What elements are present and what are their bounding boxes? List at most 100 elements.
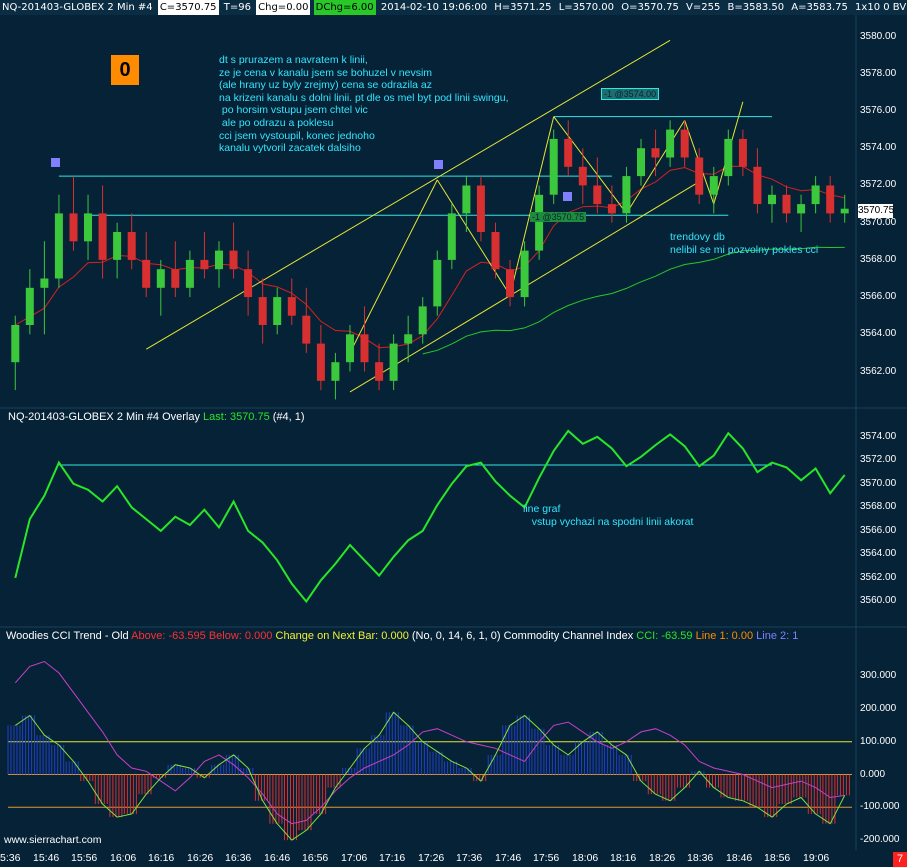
header-misc: 1x10 0 BV — [855, 2, 907, 13]
candle-body — [811, 185, 820, 205]
position-box[interactable]: 0 — [111, 55, 139, 85]
watermark: www.sierrachart.com — [4, 834, 102, 846]
candle-body — [709, 176, 718, 195]
time-tick-label: 17:46 — [495, 852, 522, 864]
axis-tick-label: 3560.00 — [860, 595, 897, 606]
candle-body — [200, 259, 209, 270]
candle-body — [724, 138, 733, 177]
cci-above: Above: -63.595 — [131, 630, 206, 642]
axis-tick-label: 3566.00 — [860, 291, 897, 302]
swing-marker — [51, 158, 60, 167]
candle-body — [666, 129, 675, 158]
candle-body — [593, 185, 602, 205]
time-tick-label: 17:16 — [379, 852, 406, 864]
cci-study: Commodity Channel Index — [503, 630, 634, 642]
header-low: L=3570.00 — [558, 2, 615, 13]
moving-average-short — [15, 165, 845, 349]
candle-body — [447, 213, 456, 260]
time-tick-label: 16:06 — [110, 852, 137, 864]
axis-tick-label: 3568.00 — [860, 254, 897, 265]
candle-body — [840, 208, 849, 214]
candle-body — [433, 259, 442, 307]
candle-body — [171, 269, 180, 288]
axis-tick-label: 3562.00 — [860, 572, 897, 583]
time-tick-label: 16:36 — [225, 852, 252, 864]
annotation-trend[interactable]: trendovy db nelibil se mi pozvolny pokle… — [670, 231, 819, 256]
cci-slow-line — [14, 660, 845, 825]
candle-body — [11, 325, 20, 363]
candle-body — [142, 259, 151, 288]
candle-body — [564, 138, 573, 167]
candle-body — [84, 213, 92, 242]
time-tick-label: 18:06 — [572, 852, 599, 864]
axis-tick-label: 3566.00 — [860, 525, 897, 536]
axis-tick-label: 0.000 — [860, 769, 886, 780]
time-tick-label: 16:26 — [187, 852, 214, 864]
stop-order-label[interactable]: -1 @3570.75 — [530, 212, 587, 222]
candle-body — [491, 232, 500, 270]
time-tick-label: 19:06 — [803, 852, 830, 864]
candle-body — [404, 334, 413, 344]
candle-body — [25, 287, 34, 325]
axis-tick-label: -200.000 — [860, 834, 900, 845]
axis-tick-label: 3570.00 — [860, 478, 897, 489]
axis-tick-label: 3564.00 — [860, 328, 897, 339]
target-order-label[interactable]: -1 @3574.00 — [601, 88, 660, 100]
header-symbol: NQ-201403-GLOBEX 2 Min #4 — [2, 2, 153, 13]
candle-body — [462, 185, 471, 214]
candle-body — [258, 297, 267, 325]
header-bid: B=3583.50 — [727, 2, 785, 13]
candle-body — [127, 232, 136, 260]
candle-body — [98, 213, 107, 260]
axis-tick-label: 3568.00 — [860, 501, 897, 512]
time-tick-label: 18:56 — [764, 852, 791, 864]
axis-tick-label: 3562.00 — [860, 366, 897, 377]
header-change: Chg=0.00 — [256, 0, 311, 15]
time-tick-label: 15:46 — [33, 852, 60, 864]
candle-body — [782, 194, 791, 214]
candle-body — [622, 176, 631, 214]
cci-label: Woodies CCI Trend - Old Above: -63.595 B… — [6, 630, 798, 642]
axis-tick-label: -100.000 — [860, 801, 900, 812]
time-tick-label: 5:36 — [0, 852, 21, 864]
candle-body — [680, 129, 689, 158]
annotation-main[interactable]: dt s prurazem a navratem k linii, ze je … — [219, 54, 509, 155]
axis-tick-label: 3564.00 — [860, 548, 897, 559]
time-tick-label: 18:46 — [726, 852, 753, 864]
axis-tick-label: 200.000 — [860, 703, 897, 714]
candle-body — [826, 185, 835, 214]
axis-tick-label: 3576.00 — [860, 105, 897, 116]
overlay-line — [14, 429, 846, 604]
time-tick-label: 16:16 — [148, 852, 175, 864]
candle-body — [520, 250, 529, 298]
cci-params: (No, 0, 14, 6, 1, 0) — [411, 630, 501, 642]
header-close: C=3570.75 — [157, 0, 219, 15]
candle-body — [418, 306, 427, 335]
cci-line1: Line 1: 0.00 — [695, 630, 754, 642]
candle-body — [651, 148, 660, 158]
overlay-last: Last: 3570.75 — [203, 411, 270, 423]
corner-badge[interactable]: 7 — [893, 852, 907, 867]
candle-body — [360, 334, 369, 363]
axis-tick-label: 3570.00 — [860, 217, 897, 228]
candle-body — [156, 269, 165, 288]
time-tick-label: 17:56 — [533, 852, 560, 864]
candle-body — [113, 232, 122, 260]
candle-body — [287, 297, 296, 316]
annotation-line-graph[interactable]: line graf vstup vychazi na spodni linii … — [523, 503, 694, 528]
candle-body — [738, 138, 747, 167]
header-open: O=3570.75 — [621, 2, 679, 13]
time-tick-label: 15:56 — [71, 852, 98, 864]
candle-body — [535, 194, 544, 251]
time-tick-label: 17:06 — [341, 852, 368, 864]
candle-body — [637, 148, 645, 177]
candle-body — [768, 194, 776, 205]
candle-body — [316, 343, 325, 381]
cci-change: Change on Next Bar: 0.000 — [275, 630, 409, 642]
overlay-name: NQ-201403-GLOBEX 2 Min #4 Overlay — [8, 411, 200, 423]
axis-tick-label: 3572.00 — [860, 179, 897, 190]
time-tick-label: 16:46 — [264, 852, 291, 864]
header-ticks: T=96 — [223, 2, 251, 13]
candle-body — [229, 250, 238, 270]
